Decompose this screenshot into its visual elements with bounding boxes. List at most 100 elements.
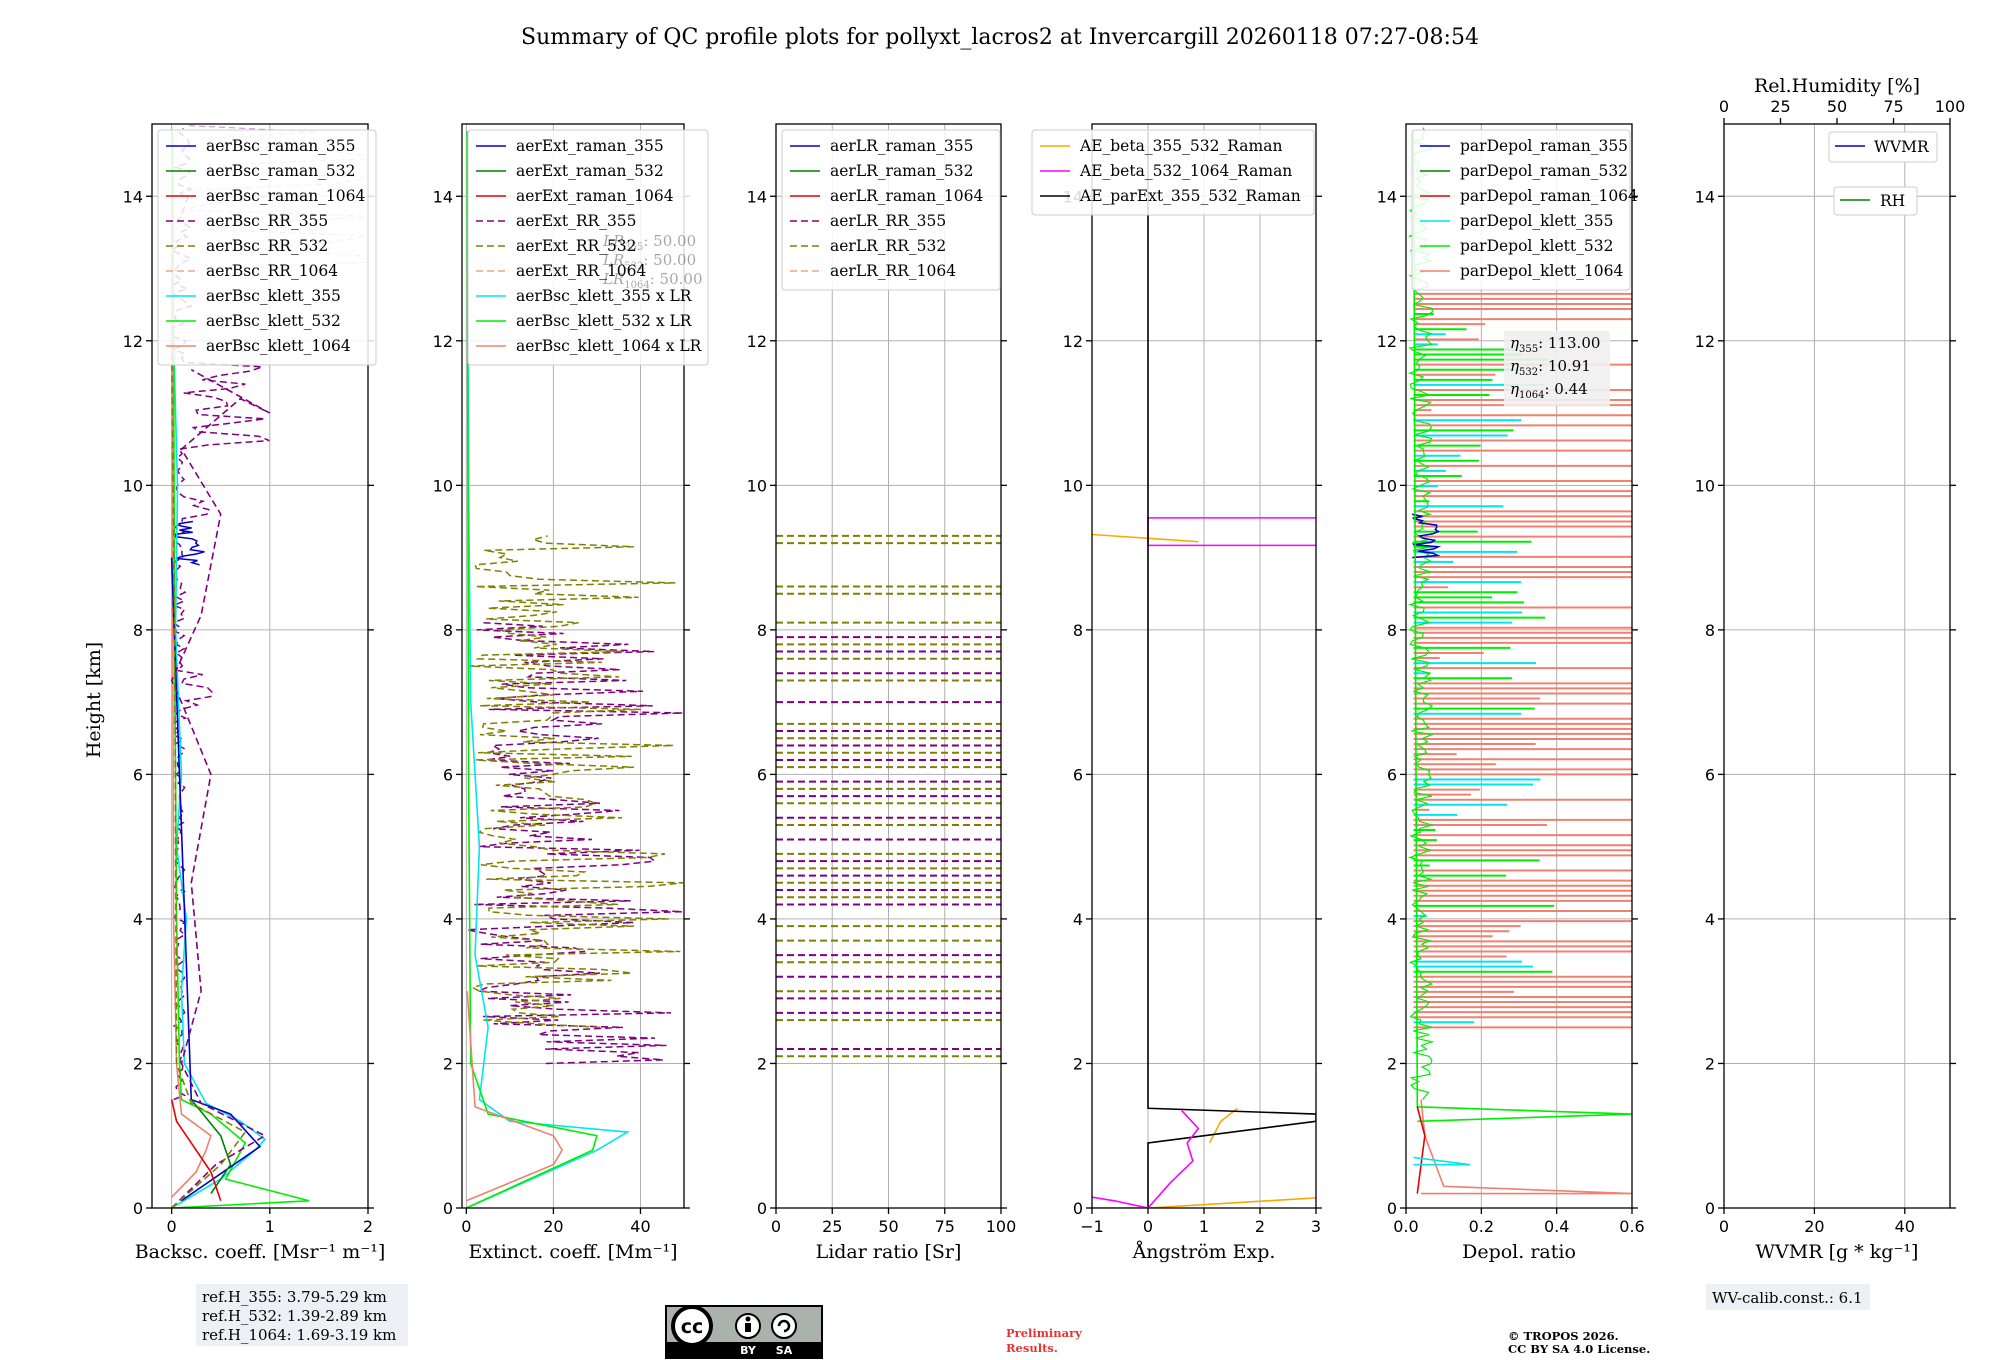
- y-tick-label: 2: [1073, 1054, 1083, 1073]
- legend-wv: WVMR RH: [1828, 131, 1938, 216]
- plot-area-ae: [1092, 131, 1316, 1208]
- series-parDepol-klett-1064: [1420, 1099, 1632, 1195]
- ae-beta-355-low: [1208, 1107, 1239, 1144]
- series-parDepol-klett-532: [1412, 131, 1632, 1123]
- parDepol-raman-355-cloud: [1411, 513, 1442, 559]
- legend-box: [1828, 131, 1938, 163]
- x-tick-label: 0: [461, 1217, 471, 1236]
- series-aerBsc-klett-1064: [170, 196, 212, 1198]
- lr-annotation-line: LR1064: 50.00: [602, 270, 702, 291]
- x-axis-label-wv: WVMR [g * kg⁻¹]: [1756, 1241, 1919, 1263]
- top-tick-label: 0: [1719, 97, 1729, 116]
- series-aerBsc-klett-355: [170, 131, 267, 1208]
- y-tick-label: 4: [443, 910, 453, 929]
- legend-label: aerExt_RR_355: [516, 212, 637, 230]
- y-tick-label: 2: [757, 1054, 767, 1073]
- legend-label: aerLR_raman_355: [830, 137, 973, 155]
- wv-calib-text: WV-calib.const.: 6.1: [1712, 1289, 1863, 1307]
- y-tick-label: 8: [443, 621, 453, 640]
- y-tick-label: 10: [747, 476, 767, 495]
- x-tick-label: 40: [1895, 1217, 1915, 1236]
- aerExt-rr532-profile: [467, 535, 684, 1029]
- y-tick-label: 10: [1695, 476, 1715, 495]
- series-parDepol-raman-1064: [1416, 1106, 1426, 1194]
- wv-calib-box: WV-calib.const.: 6.1: [1706, 1284, 1870, 1310]
- legend-label: aerExt_raman_532: [516, 162, 664, 180]
- y-tick-label: 0: [443, 1199, 453, 1218]
- y-tick-label: 6: [443, 765, 453, 784]
- legend-label: aerBsc_raman_355: [206, 137, 356, 155]
- legend-box: [157, 129, 377, 366]
- y-tick-label: 0: [757, 1199, 767, 1218]
- eta-annotation-line: η532: 10.91: [1510, 357, 1591, 378]
- y-tick-label: 0: [133, 1199, 143, 1218]
- y-tick-label: 8: [1705, 621, 1715, 640]
- lr-annotation-line: LR355: 50.00: [602, 232, 696, 253]
- y-tick-label: 6: [133, 765, 143, 784]
- y-tick-label: 2: [443, 1054, 453, 1073]
- legend-label: aerBsc_RR_355: [206, 212, 328, 230]
- legend-ext: aerExt_raman_355 aerExt_raman_532 aerExt_r…: [467, 129, 709, 366]
- legend-box: [1411, 129, 1631, 291]
- legend-label: AE_parExt_355_532_Raman: [1079, 187, 1301, 205]
- legend-label: aerBsc_klett_532: [206, 312, 341, 330]
- series-parDepol-klett-355: [1413, 1156, 1471, 1166]
- legend-label: RH: [1880, 192, 1905, 210]
- legend-label: parDepol_klett_355: [1460, 212, 1613, 230]
- legend-box: [781, 129, 1001, 291]
- x-tick-label: 0.4: [1544, 1217, 1569, 1236]
- series-aerBsc-RR-532: [170, 340, 247, 1208]
- y-tick-label: 8: [133, 621, 143, 640]
- y-tick-label: 14: [1377, 187, 1397, 206]
- plot-area-lr: [776, 534, 1001, 1058]
- y-tick-label: 10: [123, 476, 143, 495]
- legend-label: aerLR_RR_1064: [830, 262, 956, 280]
- legend-label: parDepol_klett_532: [1460, 237, 1613, 255]
- y-tick-label: 10: [433, 476, 453, 495]
- legend-label: aerExt_raman_1064: [516, 187, 674, 205]
- preliminary-line-2: Results.: [1006, 1341, 1058, 1355]
- legend-label: WVMR: [1874, 138, 1930, 156]
- y-tick-label: 12: [123, 332, 143, 351]
- legend-label: aerBsc_klett_1064 x LR: [516, 337, 703, 355]
- legend-ae: AE_beta_355_532_Raman AE_beta_532_1064_Ra…: [1031, 129, 1315, 216]
- legend-label: aerBsc_klett_355: [206, 287, 341, 305]
- x-tick-label: 20: [1804, 1217, 1824, 1236]
- series-aerBsc-raman-355: [170, 557, 262, 1202]
- by-icon: [735, 1313, 761, 1339]
- y-tick-label: 14: [433, 187, 453, 206]
- y-tick-label: 12: [433, 332, 453, 351]
- legend-label: aerExt_RR_1064: [516, 262, 647, 280]
- x-axis-label-ae: Ångström Exp.: [1132, 1241, 1276, 1263]
- legend-label: aerBsc_klett_1064: [206, 337, 351, 355]
- ref-height-1064: ref.H_1064: 1.69-3.19 km: [202, 1326, 396, 1344]
- legend-label: aerBsc_RR_1064: [206, 262, 338, 280]
- y-tick-label: 6: [1705, 765, 1715, 784]
- legend-label: aerBsc_klett_532 x LR: [516, 312, 693, 330]
- y-tick-label: 14: [1695, 187, 1715, 206]
- lr-annotation-line: LR532: 50.00: [602, 251, 696, 272]
- ref-height-532: ref.H_532: 1.39-2.89 km: [202, 1307, 387, 1325]
- series-AE-beta-532-1064-Raman: [1092, 1109, 1200, 1208]
- y-tick-label: 4: [1073, 910, 1083, 929]
- legend-box: [1031, 129, 1315, 216]
- eta-annotation-bg: [1504, 331, 1610, 406]
- x-tick-label: 50: [878, 1217, 898, 1236]
- x-tick-label: 0.2: [1469, 1217, 1494, 1236]
- y-tick-label: 4: [133, 910, 143, 929]
- series-aerBsc-raman-1064: [170, 1099, 222, 1202]
- top-axis-label: Rel.Humidity [%]: [1754, 75, 1920, 97]
- y-tick-label: 10: [1377, 476, 1397, 495]
- reference-heights: ref.H_355: 3.79-5.29 km ref.H_532: 1.39-…: [196, 1284, 408, 1346]
- cc-license-badge: cc BY SA: [665, 1305, 823, 1359]
- y-tick-label: 12: [1695, 332, 1715, 351]
- y-tick-label: 2: [1705, 1054, 1715, 1073]
- y-tick-label: 6: [1073, 765, 1083, 784]
- panel-wv: 0 2 4 6 8 10 12 14 0 20 40 WVMR [g * kg⁻¹] 0 25 50 75 10…: [1695, 75, 1966, 1263]
- panel-frame: [1405, 123, 1633, 1209]
- x-tick-label: 1: [265, 1217, 275, 1236]
- legend-label: AE_beta_532_1064_Raman: [1079, 162, 1292, 180]
- x-tick-label: 0: [167, 1217, 177, 1236]
- eta-annotation-line: η1064: 0.44: [1510, 380, 1588, 401]
